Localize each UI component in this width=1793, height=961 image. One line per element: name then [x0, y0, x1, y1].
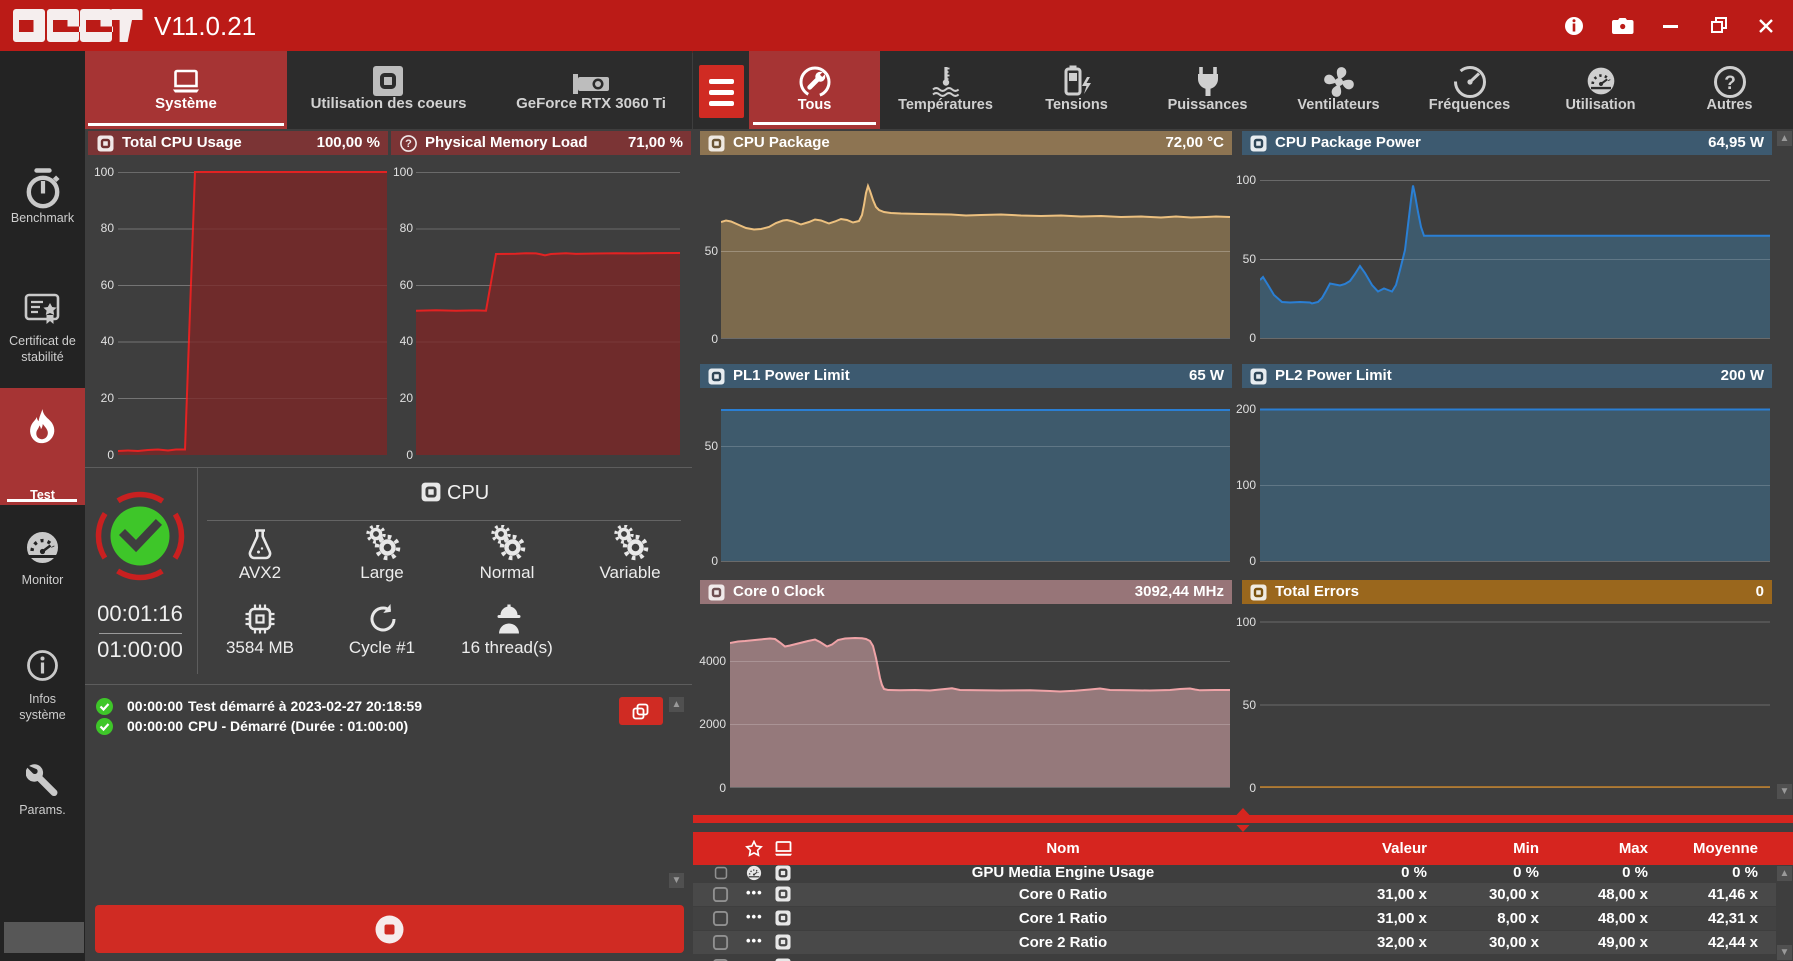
svg-text:?: ? [405, 138, 412, 150]
svg-text:?: ? [1724, 73, 1736, 94]
